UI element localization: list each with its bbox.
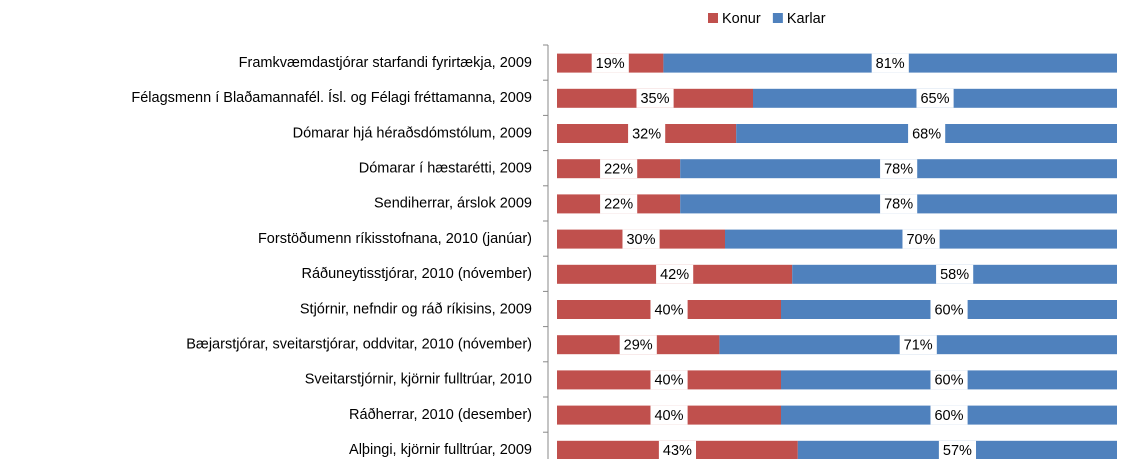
value-label: 60% <box>934 302 963 318</box>
label-bg <box>899 335 937 355</box>
value-label: 71% <box>904 338 933 354</box>
value-label: 35% <box>640 91 669 107</box>
value-label: 60% <box>934 373 963 389</box>
label-bg <box>908 124 946 143</box>
label-bg <box>902 229 940 249</box>
label-bg <box>650 405 688 425</box>
label-bg <box>591 53 629 73</box>
label-bg <box>658 440 697 459</box>
legend-swatch <box>708 13 718 23</box>
category-label: Stjórnir, nefndir og ráð ríkisins, 2009 <box>300 301 532 317</box>
label-bg <box>636 88 674 108</box>
category-label: Dómarar hjá héraðsdómstólum, 2009 <box>293 125 532 141</box>
category-label: Dómarar í hæstarétti, 2009 <box>359 161 532 177</box>
value-label: 40% <box>654 373 683 389</box>
legend-label: Konur <box>722 11 761 27</box>
value-label: 78% <box>884 197 913 213</box>
label-bg <box>880 194 918 214</box>
label-bg <box>936 264 974 284</box>
value-label: 81% <box>876 56 905 72</box>
category-label: Sendiherrar, árslok 2009 <box>374 196 532 212</box>
label-bg <box>871 53 909 73</box>
value-label: 57% <box>943 443 972 459</box>
label-bg <box>622 229 660 249</box>
value-label: 58% <box>940 267 969 283</box>
category-label: Sveitarstjórnir, kjörnir fulltrúar, 2010 <box>305 372 532 388</box>
value-label: 43% <box>663 443 692 459</box>
value-label: 29% <box>624 338 653 354</box>
label-bg <box>930 405 968 425</box>
value-label: 42% <box>660 267 689 283</box>
category-label: Bæjarstjórar, sveitarstjórar, oddvitar, … <box>186 337 532 353</box>
legend-label: Karlar <box>787 11 826 27</box>
category-label: Framkvæmdastjórar starfandi fyrirtækja, … <box>239 55 532 71</box>
label-bg <box>650 370 688 390</box>
category-label: Forstöðumenn ríkisstofnana, 2010 (janúar… <box>258 231 532 247</box>
value-label: 60% <box>934 408 963 424</box>
value-label: 70% <box>906 232 935 248</box>
value-label: 22% <box>604 197 633 213</box>
value-label: 78% <box>884 162 913 178</box>
label-bg <box>650 300 688 319</box>
value-label: 19% <box>596 56 625 72</box>
category-label: Félagsmenn í Blaðamannafél. Ísl. og Féla… <box>131 89 532 106</box>
value-label: 22% <box>604 162 633 178</box>
label-bg <box>600 159 638 179</box>
label-bg <box>656 264 694 284</box>
value-label: 40% <box>654 302 683 318</box>
label-bg <box>600 194 638 214</box>
label-bg <box>619 335 657 355</box>
label-bg <box>916 88 954 108</box>
category-label: Alþingi, kjörnir fulltrúar, 2009 <box>349 442 532 458</box>
value-label: 30% <box>626 232 655 248</box>
category-label: Ráðherrar, 2010 (desember) <box>349 407 532 423</box>
label-bg <box>938 440 977 459</box>
label-bg <box>930 300 968 319</box>
label-bg <box>628 124 666 143</box>
label-bg <box>880 159 918 179</box>
value-label: 65% <box>920 91 949 107</box>
legend-swatch <box>772 13 783 23</box>
value-label: 32% <box>632 126 661 142</box>
category-label: Ráðuneytisstjórar, 2010 (nóvember) <box>301 266 532 282</box>
value-label: 40% <box>654 408 683 424</box>
label-bg <box>930 370 968 390</box>
value-label: 68% <box>912 126 941 142</box>
